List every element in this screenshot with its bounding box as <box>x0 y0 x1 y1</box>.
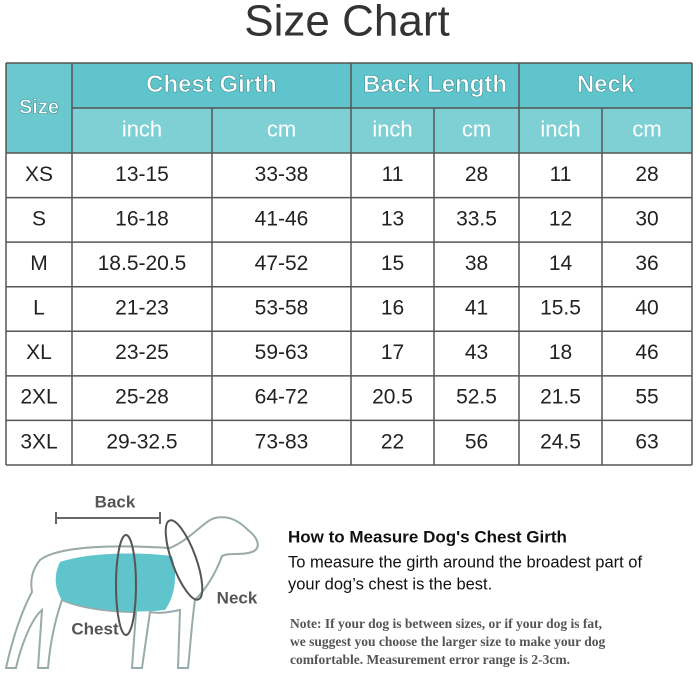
unit-header: cm <box>267 116 296 141</box>
data-cell: 40 <box>635 297 658 320</box>
data-cell: 41-46 <box>255 207 309 230</box>
size-table: Size Chest Girth Back Length Neck inch cm inch… <box>5 62 693 466</box>
data-cell: 41 <box>465 297 488 320</box>
data-cell: 22 <box>381 430 404 453</box>
data-cell: 64-72 <box>255 386 309 409</box>
unit-header: inch <box>540 116 580 141</box>
guide-note: comfortable. Measurement error range is … <box>290 652 570 667</box>
data-cell: 43 <box>465 341 488 364</box>
data-cell: 28 <box>635 163 658 186</box>
size-cell: XL <box>26 341 52 364</box>
data-cell: 20.5 <box>372 386 413 409</box>
unit-header: cm <box>632 116 661 141</box>
illustration-label: Neck <box>217 588 258 607</box>
unit-header: inch <box>122 116 162 141</box>
guide-body: To measure the girth around the broadest… <box>288 553 642 571</box>
unit-header: inch <box>372 116 412 141</box>
title: Size Chart <box>244 0 449 46</box>
data-cell: 33.5 <box>456 207 497 230</box>
data-cell: 28 <box>465 163 488 186</box>
illustration-label: Back <box>95 492 136 511</box>
data-cell: 52.5 <box>456 386 497 409</box>
data-cell: 55 <box>635 386 658 409</box>
dog-illustration: Back Neck Chest <box>4 492 259 669</box>
data-cell: 12 <box>549 207 572 230</box>
data-cell: 15.5 <box>540 297 581 320</box>
data-cell: 24.5 <box>540 430 581 453</box>
guide-body: your dog’s chest is the best. <box>288 575 492 593</box>
data-cell: 21-23 <box>115 297 169 320</box>
data-cell: 38 <box>465 252 488 275</box>
data-cell: 56 <box>465 430 488 453</box>
data-cell: 17 <box>381 341 404 364</box>
data-cell: 36 <box>635 252 658 275</box>
data-cell: 30 <box>635 207 658 230</box>
group-header: Chest Girth <box>146 71 277 98</box>
data-cell: 53-58 <box>255 297 309 320</box>
size-cell: S <box>32 207 46 230</box>
data-cell: 46 <box>635 341 658 364</box>
data-cell: 16 <box>381 297 404 320</box>
illustration-label: Chest <box>71 619 119 638</box>
data-cell: 33-38 <box>255 163 309 186</box>
size-cell: 2XL <box>20 386 57 409</box>
group-header: Back Length <box>363 71 507 98</box>
size-cell: M <box>30 252 48 275</box>
size-cell: 3XL <box>20 430 57 453</box>
data-cell: 16-18 <box>115 207 169 230</box>
guide-note: Note: If your dog is between sizes, or i… <box>290 616 602 631</box>
unit-header: cm <box>462 116 491 141</box>
group-header: Neck <box>577 71 635 98</box>
guide-note: we suggest you choose the larger size to… <box>290 634 605 649</box>
size-cell: L <box>33 297 45 320</box>
data-cell: 21.5 <box>540 386 581 409</box>
data-cell: 11 <box>550 163 572 186</box>
data-cell: 13-15 <box>115 163 169 186</box>
data-cell: 18.5-20.5 <box>98 252 187 275</box>
data-cell: 73-83 <box>255 430 309 453</box>
header-bg <box>6 63 692 108</box>
data-cell: 23-25 <box>115 341 169 364</box>
header-bg <box>6 108 692 153</box>
data-cell: 13 <box>381 207 404 230</box>
data-cell: 18 <box>549 341 572 364</box>
data-cell: 59-63 <box>255 341 309 364</box>
data-cell: 47-52 <box>255 252 309 275</box>
guide-heading: How to Measure Dog's Chest Girth <box>288 527 567 546</box>
size-cell: XS <box>25 163 53 186</box>
header-bg <box>6 63 72 153</box>
data-cell: 63 <box>635 430 658 453</box>
data-cell: 14 <box>549 252 573 275</box>
data-cell: 11 <box>382 163 404 186</box>
data-cell: 29-32.5 <box>106 430 177 453</box>
data-cell: 15 <box>381 252 404 275</box>
corner-header: Size <box>19 96 59 118</box>
data-cell: 25-28 <box>115 386 169 409</box>
